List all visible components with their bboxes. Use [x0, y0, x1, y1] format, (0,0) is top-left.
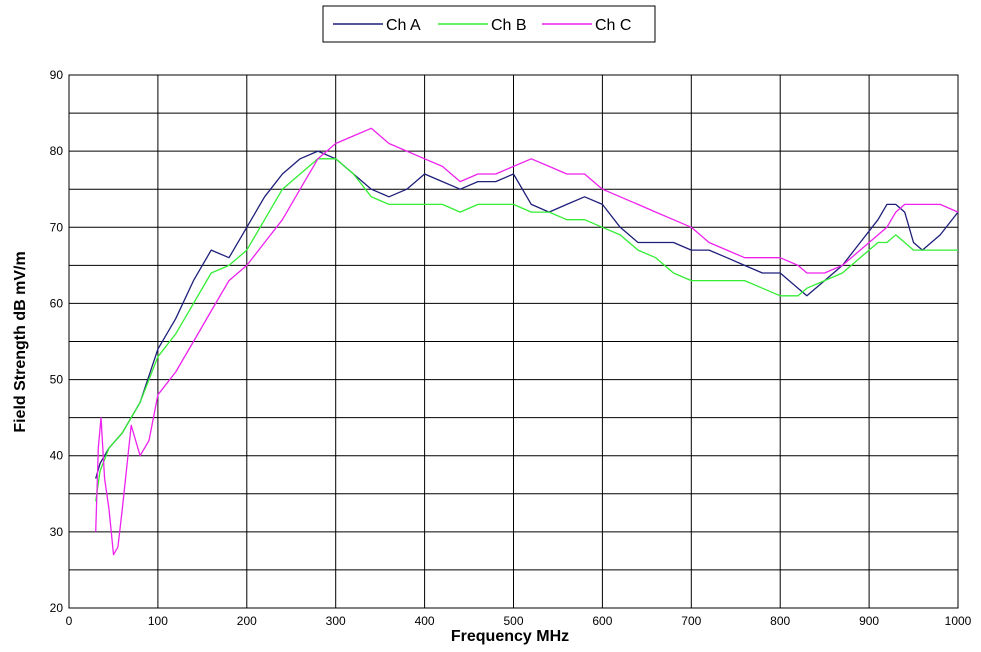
y-tick-label: 40 [50, 449, 64, 463]
plot-area [68, 74, 959, 609]
x-tick-label: 0 [66, 614, 73, 628]
x-axis: 0 100 200 300 400 500 600 700 800 900 1000 [66, 614, 972, 628]
x-tick-label: 300 [326, 614, 346, 628]
y-tick-label: 60 [50, 296, 64, 310]
series-line-1 [95, 150, 959, 479]
series-line-3 [95, 127, 959, 556]
y-tick-label: 50 [50, 373, 64, 387]
x-tick-label: 1000 [945, 614, 972, 628]
y-axis: 20 30 40 50 60 70 80 90 [50, 68, 64, 615]
y-tick-label: 20 [50, 601, 64, 615]
x-tick-label: 900 [859, 614, 879, 628]
x-tick-label: 200 [237, 614, 257, 628]
x-tick-label: 500 [503, 614, 523, 628]
y-tick-label: 30 [50, 525, 64, 539]
y-tick-label: 70 [50, 220, 64, 234]
y-tick-label: 80 [50, 144, 64, 158]
x-tick-label: 800 [770, 614, 790, 628]
legend-label: Ch C [595, 17, 631, 34]
x-axis-title: Frequency MHz [451, 628, 569, 645]
series-layer [95, 127, 959, 556]
legend-label: Ch B [491, 17, 527, 34]
series-line-2 [95, 158, 958, 502]
plot-grid [68, 74, 959, 609]
x-tick-label: 400 [415, 614, 435, 628]
y-tick-label: 90 [50, 68, 64, 82]
x-tick-label: 100 [148, 614, 168, 628]
legend-label: Ch A [386, 17, 421, 34]
x-tick-label: 700 [681, 614, 701, 628]
y-axis-title: Field Strength dB mV/m [12, 251, 29, 432]
x-tick-label: 600 [592, 614, 612, 628]
legend: Ch A Ch B Ch C [322, 5, 656, 43]
